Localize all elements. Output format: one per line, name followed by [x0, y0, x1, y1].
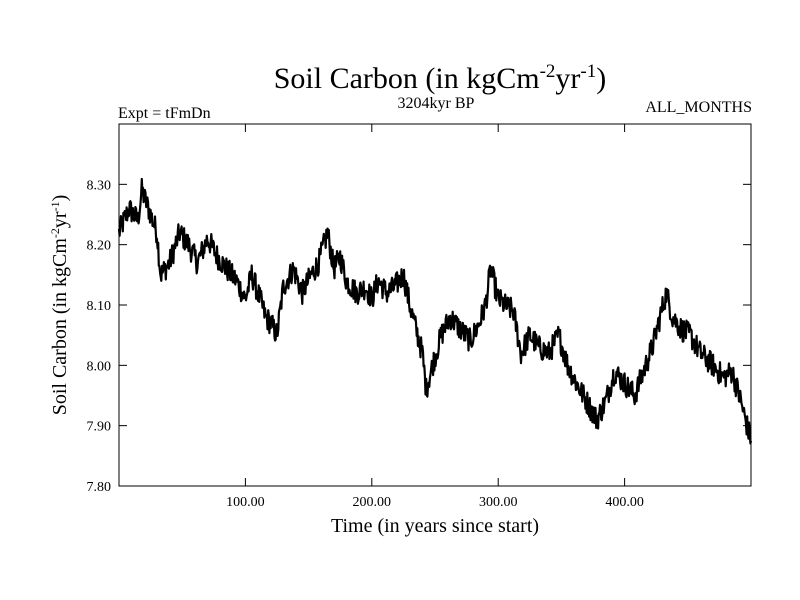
- subtitle-center: 3204kyr BP: [398, 95, 475, 112]
- y-axis-ticks: 7.80 7.90 8.00 8.10 8.20 8.30: [87, 178, 751, 495]
- series-line-soil-carbon: [117, 177, 753, 445]
- chart-title-mid: yr: [555, 62, 580, 95]
- x-tick-label-1: 200.00: [353, 495, 392, 510]
- y-tick-label-4: 8.20: [87, 239, 112, 254]
- subtitle-right: ALL_MONTHS: [645, 99, 752, 116]
- x-tick-label-2: 300.00: [479, 495, 518, 510]
- y-tick-label-2: 8.00: [87, 359, 112, 374]
- y-tick-label-3: 8.10: [87, 299, 112, 314]
- chart-title-sup1: -2: [540, 61, 556, 82]
- x-axis-label: Time (in years since start): [331, 515, 539, 537]
- y-tick-label-0: 7.80: [87, 480, 112, 495]
- y-axis-label: Soil Carbon (in kgCm-2yr-1): [48, 195, 71, 416]
- subtitle-left: Expt = tFmDn: [118, 105, 211, 122]
- y-tick-label-1: 7.90: [87, 420, 112, 435]
- plot-frame: [118, 123, 752, 487]
- y-axis-label-end: ): [49, 195, 71, 202]
- y-axis-label-base: Soil Carbon (in kgCm: [49, 238, 71, 416]
- chart-title: Soil Carbon (in kgCm-2yr-1): [274, 61, 607, 95]
- y-axis-label-sup2: -1: [48, 201, 62, 211]
- x-tick-label-3: 400.00: [605, 495, 644, 510]
- chart-title-end: ): [596, 62, 606, 95]
- chart-title-base: Soil Carbon (in kgCm: [274, 62, 540, 95]
- chart-title-sup2: -1: [580, 61, 596, 82]
- y-axis-label-sup1: -2: [48, 228, 62, 238]
- y-axis-label-mid: yr: [49, 211, 71, 228]
- x-axis-ticks: 100.00 200.00 300.00 400.00: [226, 124, 644, 510]
- x-tick-label-0: 100.00: [226, 495, 265, 510]
- y-tick-label-5: 8.30: [87, 178, 112, 193]
